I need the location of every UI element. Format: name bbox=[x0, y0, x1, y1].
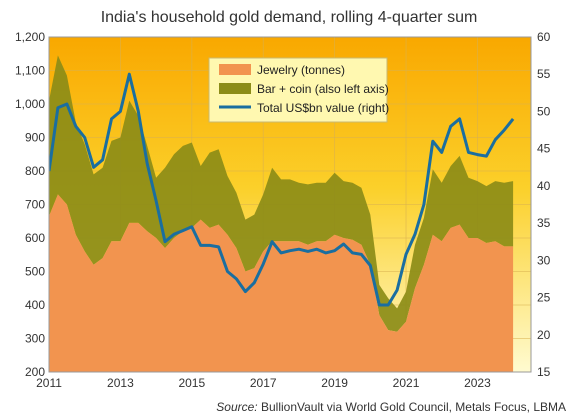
line-total-value bbox=[49, 72, 515, 307]
y-left-tick-label: 1,200 bbox=[15, 30, 45, 44]
y-right-tick-label: 60 bbox=[537, 30, 551, 44]
y-right-tick-label: 30 bbox=[537, 253, 551, 267]
source-note: Source: BullionVault via World Gold Coun… bbox=[216, 400, 566, 414]
legend-label-bar-coin: Bar + coin (also left axis) bbox=[257, 82, 389, 96]
y-right-tick-label: 55 bbox=[537, 67, 551, 81]
x-tick-label: 2011 bbox=[36, 376, 62, 390]
y-right-tick-label: 15 bbox=[537, 365, 551, 379]
y-right-tick-label: 25 bbox=[537, 291, 551, 305]
y-axis-right: 15 20 25 30 35 40 45 50 55 60 bbox=[537, 30, 551, 379]
y-right-tick-label: 50 bbox=[537, 104, 551, 118]
y-right-tick-label: 45 bbox=[537, 142, 551, 156]
x-axis: 2011 2013 2015 2017 2019 2021 2023 bbox=[36, 376, 491, 390]
legend-swatch-bar-coin bbox=[219, 83, 251, 94]
legend-label-jewelry: Jewelry (tonnes) bbox=[257, 63, 345, 77]
y-left-tick-label: 1,000 bbox=[15, 97, 45, 111]
y-axis-left: 200 300 400 500 600 700 800 900 1,000 1,100 1,200 bbox=[15, 30, 45, 379]
x-tick-label: 2017 bbox=[250, 376, 277, 390]
x-tick-label: 2021 bbox=[393, 376, 420, 390]
y-right-tick-label: 20 bbox=[537, 328, 551, 342]
legend-swatch-jewelry bbox=[219, 64, 251, 75]
y-left-tick-label: 600 bbox=[25, 231, 45, 245]
y-left-tick-label: 300 bbox=[25, 332, 45, 346]
x-tick-label: 2013 bbox=[107, 376, 134, 390]
area-series bbox=[49, 55, 514, 372]
area-bar-coin bbox=[49, 55, 514, 332]
y-left-tick-label: 700 bbox=[25, 198, 45, 212]
y-left-tick-label: 200 bbox=[25, 365, 45, 379]
plot-border bbox=[48, 36, 532, 373]
y-right-tick-label: 35 bbox=[537, 216, 551, 230]
area-jewelry bbox=[49, 194, 514, 372]
y-left-tick-label: 400 bbox=[25, 298, 45, 312]
y-right-tick-label: 40 bbox=[537, 179, 551, 193]
line-series bbox=[49, 72, 515, 307]
source-text: BullionVault via World Gold Council, Met… bbox=[261, 400, 566, 414]
y-left-tick-label: 800 bbox=[25, 164, 45, 178]
y-left-tick-label: 900 bbox=[25, 131, 45, 145]
x-tick-label: 2023 bbox=[464, 376, 491, 390]
chart-title: India's household gold demand, rolling 4… bbox=[101, 9, 478, 26]
legend: Jewelry (tonnes) Bar + coin (also left a… bbox=[208, 57, 389, 123]
legend-label-total-value: Total US$bn value (right) bbox=[257, 101, 389, 115]
source-label: Source: bbox=[216, 400, 257, 414]
y-left-tick-label: 500 bbox=[25, 265, 45, 279]
x-tick-label: 2019 bbox=[321, 376, 348, 390]
x-tick-label: 2015 bbox=[178, 376, 205, 390]
y-left-tick-label: 1,100 bbox=[15, 64, 45, 78]
